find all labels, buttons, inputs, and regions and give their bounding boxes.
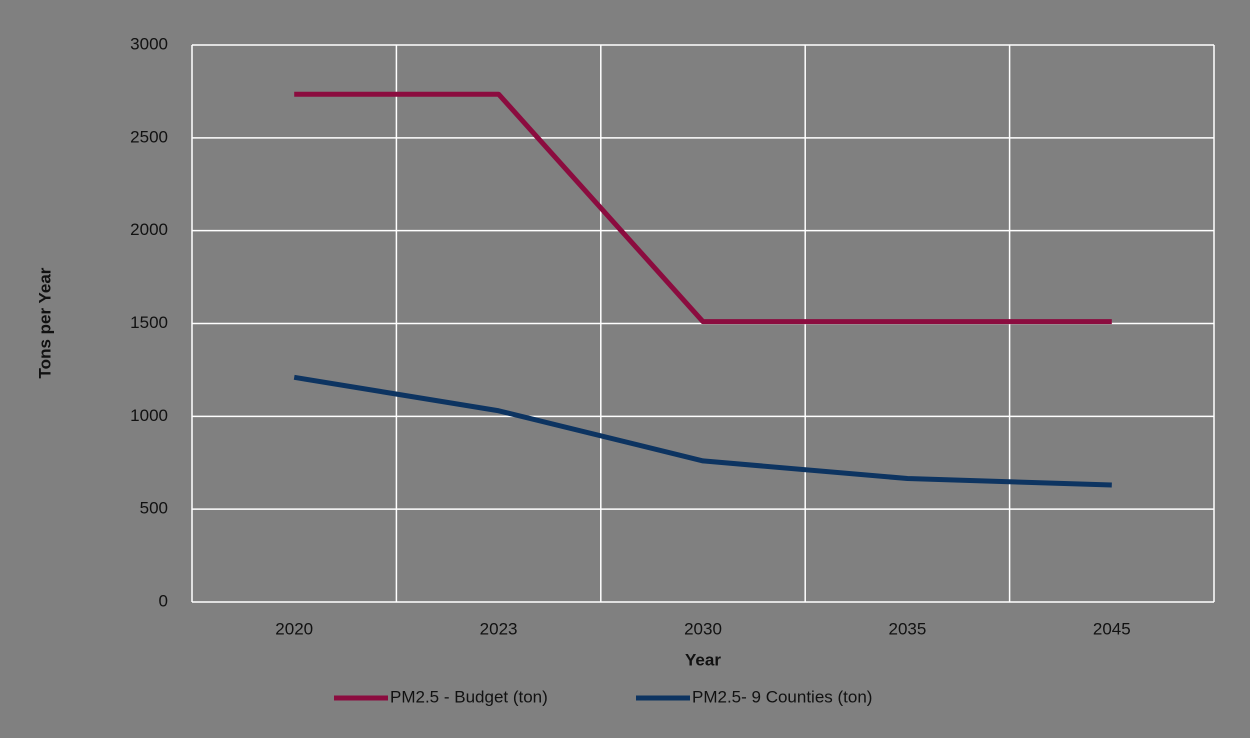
- series-line: [294, 91, 1112, 325]
- y-axis-label: Tons per Year: [35, 267, 54, 378]
- legend-label: PM2.5 - Budget (ton): [390, 687, 548, 706]
- y-tick-label: 2500: [130, 127, 168, 146]
- x-tick-label: 2023: [480, 619, 518, 638]
- y-tick-label: 1000: [130, 406, 168, 425]
- x-tick-label: 2045: [1093, 619, 1131, 638]
- y-tick-label: 3000: [130, 34, 168, 53]
- y-tick-label: 0: [159, 591, 168, 610]
- x-tick-label: 2030: [684, 619, 722, 638]
- x-tick-label: 2020: [275, 619, 313, 638]
- x-axis-label: Year: [685, 650, 721, 669]
- series-line: [293, 374, 1112, 488]
- x-tick-label: 2035: [888, 619, 926, 638]
- y-tick-label: 500: [140, 499, 168, 518]
- legend-label: PM2.5- 9 Counties (ton): [692, 687, 872, 706]
- y-tick-label: 1500: [130, 313, 168, 332]
- y-tick-label: 2000: [130, 220, 168, 239]
